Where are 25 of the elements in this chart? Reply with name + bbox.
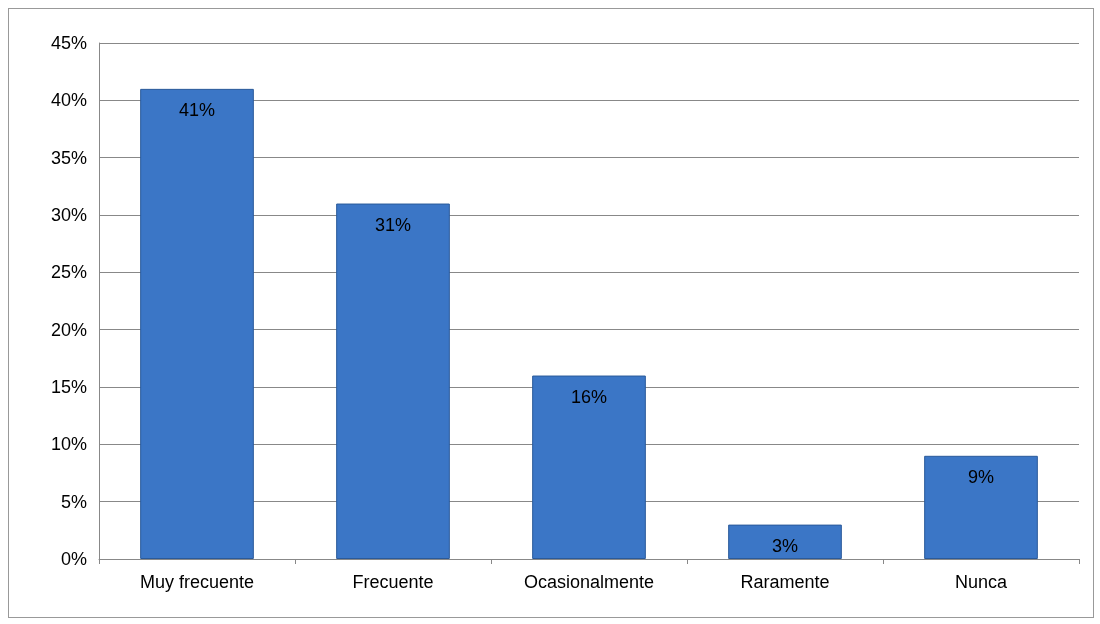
y-tick-label: 5% bbox=[60, 491, 87, 512]
x-tick-label: Ocasionalmente bbox=[523, 572, 655, 592]
y-tick-label: 15% bbox=[50, 377, 87, 397]
bar bbox=[140, 88, 254, 559]
x-tick-label: Frecuente bbox=[352, 572, 434, 592]
y-tick-label: 0% bbox=[60, 549, 87, 569]
y-tick-label: 35% bbox=[50, 147, 87, 168]
bar bbox=[924, 455, 1038, 559]
y-tick-label: 40% bbox=[50, 90, 87, 111]
data-label: 3% bbox=[771, 535, 799, 556]
bar bbox=[728, 524, 842, 559]
y-tick-label: 20% bbox=[50, 319, 87, 340]
data-label: 9% bbox=[967, 466, 995, 487]
data-label: 31% bbox=[374, 214, 412, 235]
data-label: 16% bbox=[570, 386, 608, 407]
y-tick-label: 30% bbox=[50, 205, 87, 225]
x-tick-label: Raramente bbox=[740, 572, 830, 592]
data-label: 41% bbox=[178, 99, 216, 120]
y-tick-label: 45% bbox=[50, 33, 87, 53]
y-tick-label: 25% bbox=[50, 262, 87, 283]
x-tick-label: Nunca bbox=[954, 572, 1008, 592]
y-tick-label: 10% bbox=[50, 434, 87, 455]
bar bbox=[532, 375, 646, 559]
bar bbox=[336, 203, 450, 559]
x-tick-label: Muy frecuente bbox=[139, 572, 255, 592]
